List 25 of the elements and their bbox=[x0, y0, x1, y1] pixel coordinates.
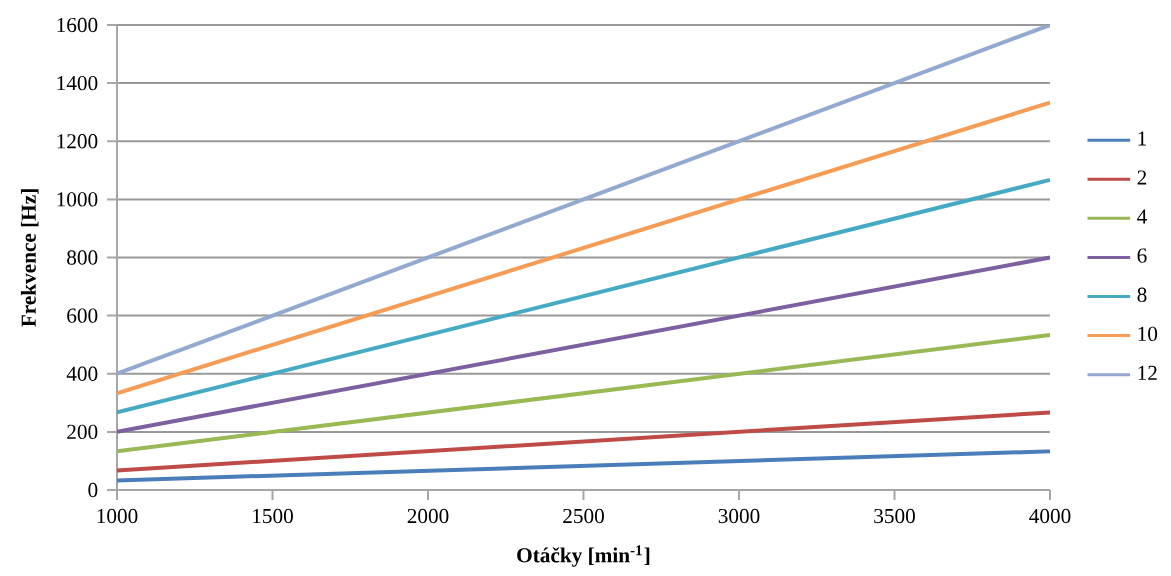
y-tick-label: 1000 bbox=[57, 192, 98, 207]
x-tick-label: 3500 bbox=[874, 508, 915, 524]
y-tick-label: 400 bbox=[66, 366, 98, 381]
y-tick-label: 1600 bbox=[57, 17, 98, 33]
x-tick-label: 4000 bbox=[1029, 508, 1071, 524]
legend-label: 2 bbox=[1137, 170, 1147, 185]
x-tick-label: 2500 bbox=[563, 508, 604, 524]
x-tick-label: 1000 bbox=[97, 508, 138, 524]
legend-label: 8 bbox=[1137, 287, 1147, 302]
legend-label: 12 bbox=[1138, 365, 1157, 380]
x-tick-label: 2000 bbox=[407, 508, 449, 524]
legend-label: 6 bbox=[1137, 248, 1147, 263]
y-tick-label: 1200 bbox=[57, 134, 98, 149]
y-tick-label: 200 bbox=[67, 424, 98, 440]
legend-label: 10 bbox=[1138, 326, 1158, 341]
legend-label: 4 bbox=[1137, 209, 1147, 224]
y-axis-title: Frekvence [Hz] bbox=[20, 189, 39, 327]
y-tick-label: 1400 bbox=[57, 75, 98, 91]
y-tick-label: 800 bbox=[67, 250, 98, 265]
x-tick-label: 3000 bbox=[718, 508, 760, 524]
y-tick-label: 600 bbox=[67, 308, 98, 323]
legend-label: 1 bbox=[1138, 131, 1146, 146]
x-tick-label: 1500 bbox=[253, 508, 293, 524]
x-axis-title: Otáčky [min$^{-1}$] bbox=[517, 545, 650, 567]
y-tick-label: 0 bbox=[88, 482, 98, 498]
